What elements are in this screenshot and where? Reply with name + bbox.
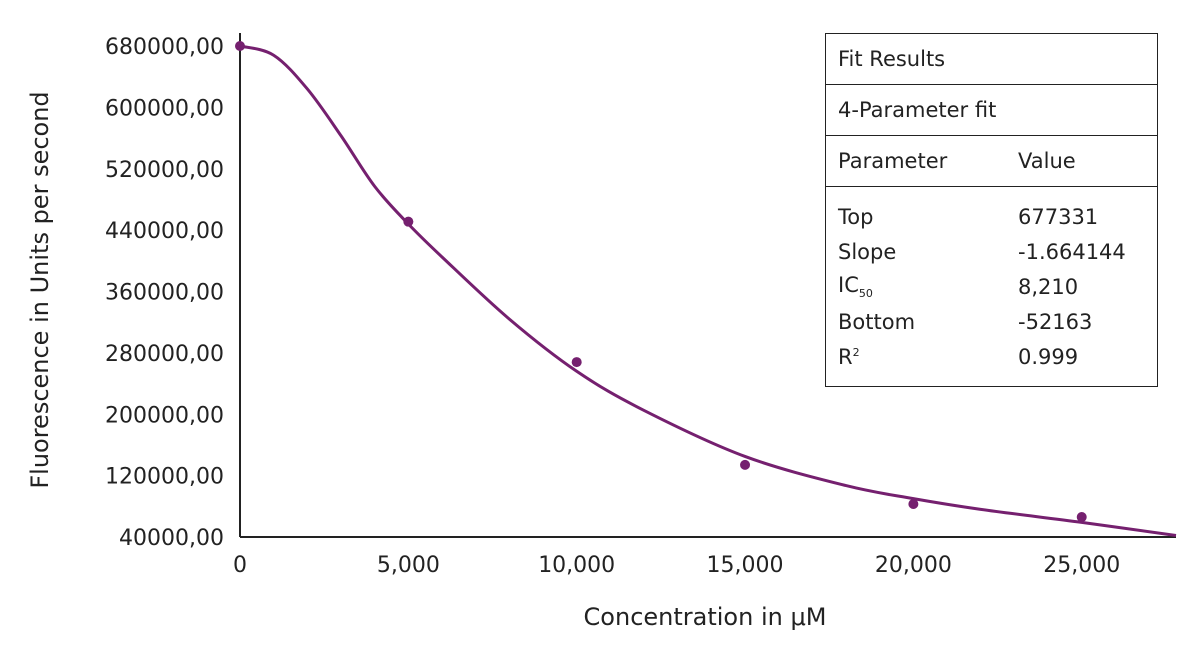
param-row-bottom: Bottom -52163	[838, 304, 1157, 339]
param-value: -52163	[1018, 309, 1093, 334]
data-point	[403, 216, 414, 227]
col-value-header: Value	[1018, 149, 1076, 173]
param-value: 8,210	[1018, 274, 1079, 299]
y-tick-label: 360000,00	[105, 281, 224, 306]
x-tick-label: 0	[233, 553, 247, 578]
fit-header-row: Parameter Value	[826, 136, 1157, 187]
fit-params-table: Top 677331 Slope -1.664144 IC50 8,210 Bo…	[826, 187, 1157, 374]
data-point	[571, 357, 582, 368]
fit-method-text: 4-Parameter fit	[838, 98, 997, 122]
x-tick-label: 10,000	[538, 553, 615, 578]
param-row-slope: Slope -1.664144	[838, 234, 1157, 269]
y-tick-label: 440000,00	[105, 219, 224, 244]
param-row-ic50: IC50 8,210	[838, 269, 1157, 304]
y-tick-label: 680000,00	[105, 35, 224, 60]
param-name-sup: 2	[852, 345, 860, 359]
x-tick-label: 15,000	[707, 553, 784, 578]
param-row-top: Top 677331	[838, 199, 1157, 234]
data-point	[235, 41, 245, 51]
x-tick-label: 20,000	[875, 553, 952, 578]
fit-results-box: Fit Results 4-Parameter fit Parameter Va…	[825, 33, 1158, 387]
fit-curve	[239, 44, 1177, 537]
param-name-main: IC	[838, 272, 859, 297]
x-axis-label: Concentration in μM	[584, 603, 827, 631]
col-parameter-header: Parameter	[838, 149, 948, 173]
param-name: Bottom	[838, 309, 916, 334]
param-name-sub: 50	[858, 287, 873, 301]
y-tick-label: 200000,00	[105, 403, 224, 428]
x-tick-label: 25,000	[1043, 553, 1120, 578]
data-point	[908, 499, 919, 510]
x-tick-label: 5,000	[377, 553, 440, 578]
param-row-r2: R2 0.999	[838, 339, 1157, 374]
param-value: 0.999	[1018, 344, 1079, 369]
param-name: R2	[838, 345, 1018, 369]
param-value: 677331	[1018, 204, 1099, 229]
param-name-main: R	[838, 344, 853, 369]
y-tick-label: 280000,00	[105, 342, 224, 367]
data-point	[740, 459, 751, 470]
param-value: -1.664144	[1018, 239, 1126, 264]
param-name: Slope	[838, 239, 897, 264]
y-axis-label: Fluorescence in Units per second	[26, 91, 54, 488]
param-name: IC50	[838, 273, 1018, 300]
fit-method-row: 4-Parameter fit	[826, 85, 1157, 136]
fit-title-text: Fit Results	[838, 47, 946, 71]
y-tick-label: 120000,00	[105, 465, 224, 490]
param-name: Top	[838, 204, 874, 229]
data-point	[1076, 512, 1087, 523]
y-tick-label: 600000,00	[105, 96, 224, 121]
y-tick-label: 40000,00	[119, 526, 224, 551]
fit-results-title: Fit Results	[826, 34, 1157, 85]
y-tick-label: 520000,00	[105, 158, 224, 183]
